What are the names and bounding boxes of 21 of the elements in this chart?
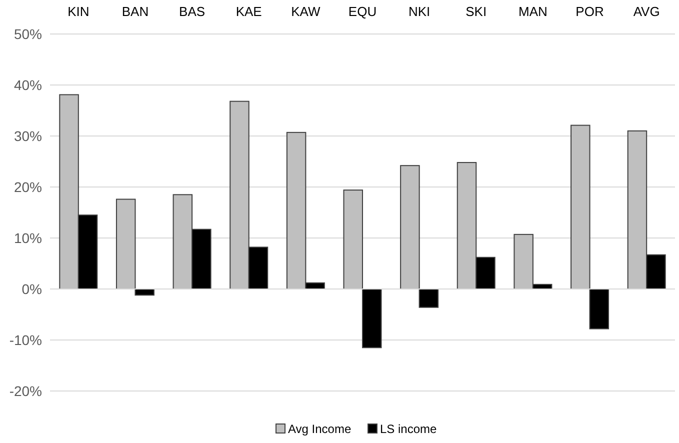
y-tick-label: 50% bbox=[14, 26, 42, 42]
y-tick-label: -10% bbox=[9, 332, 42, 348]
x-tick-label: SKI bbox=[466, 4, 487, 19]
y-tick-label: 20% bbox=[14, 178, 42, 195]
y-tick-label: 40% bbox=[14, 76, 42, 93]
y-tick-label: 10% bbox=[14, 230, 42, 246]
x-tick-label: AVG bbox=[633, 4, 660, 19]
x-tick-label: KAE bbox=[236, 4, 262, 19]
y-tick-label: -20% bbox=[9, 382, 42, 399]
x-tick-label: POR bbox=[576, 4, 604, 19]
x-tick-label: EQU bbox=[348, 4, 377, 19]
y-tick-label: 30% bbox=[14, 128, 42, 144]
x-tick-label: KAW bbox=[291, 4, 321, 19]
x-tick-label: BAN bbox=[122, 4, 149, 19]
x-tick-label: NKI bbox=[408, 4, 430, 19]
legend-label: Avg Income bbox=[288, 422, 352, 436]
x-tick-label: BAS bbox=[179, 4, 206, 19]
y-tick-label: 0% bbox=[22, 280, 42, 297]
x-tick-label: KIN bbox=[68, 4, 90, 19]
x-tick-label: MAN bbox=[518, 4, 548, 19]
legend-label: LS income bbox=[380, 422, 438, 436]
